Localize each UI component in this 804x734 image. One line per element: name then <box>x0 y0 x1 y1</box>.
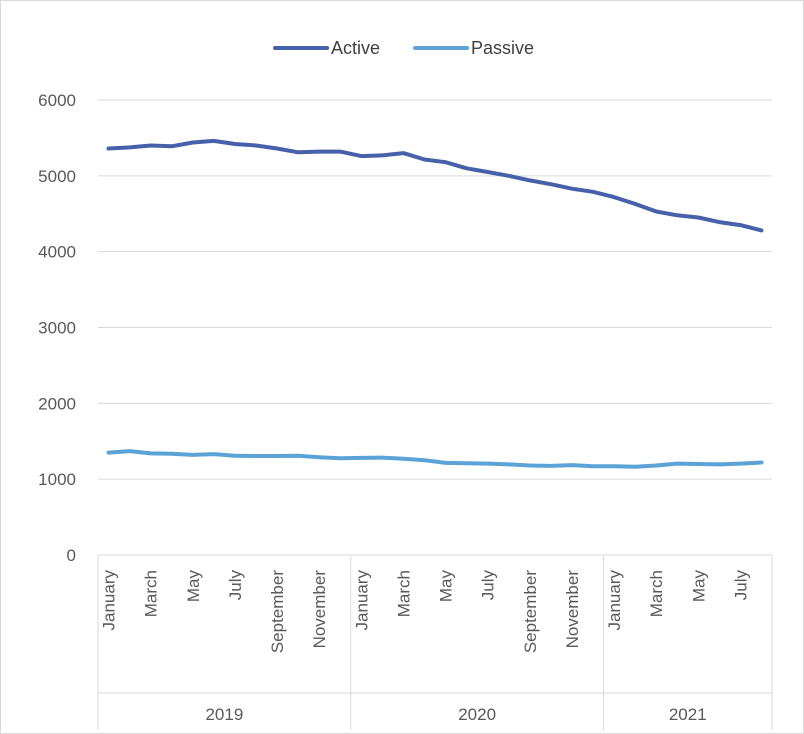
x-tick-label: May <box>184 570 203 603</box>
x-tick-label: January <box>605 570 624 631</box>
gridlines <box>98 99 772 480</box>
axes <box>97 554 773 730</box>
x-tick-label: January <box>352 570 371 631</box>
year-label: 2019 <box>205 705 243 724</box>
legend: Active Passive <box>273 38 534 58</box>
x-tick-label: July <box>731 570 750 601</box>
y-tick-label: 6000 <box>38 91 76 110</box>
x-tick-label: September <box>521 570 540 653</box>
series-line-active <box>106 138 764 233</box>
y-tick-label: 4000 <box>38 243 76 262</box>
x-tick-label: November <box>310 570 329 649</box>
x-tick-label: September <box>268 570 287 653</box>
y-tick-label: 1000 <box>38 470 76 489</box>
series-lines <box>106 138 764 469</box>
x-tick-label: January <box>100 570 119 631</box>
x-tick-label: July <box>479 570 498 601</box>
legend-label-active: Active <box>331 38 380 58</box>
x-tick-label: November <box>563 570 582 649</box>
year-label: 2021 <box>669 705 707 724</box>
x-tick-label: March <box>394 570 413 617</box>
x-tick-labels: January March May July September November Janu… <box>100 570 751 654</box>
x-tick-label: March <box>142 570 161 617</box>
y-tick-labels: 0 1000 2000 3000 4000 5000 6000 <box>38 91 76 565</box>
y-tick-label: 2000 <box>38 394 76 413</box>
x-tick-label: July <box>226 570 245 601</box>
x-tick-label: March <box>647 570 666 617</box>
x-tick-label: May <box>437 570 456 603</box>
y-tick-label: 0 <box>67 546 76 565</box>
legend-label-passive: Passive <box>471 38 534 58</box>
x-tick-label: May <box>689 570 708 603</box>
year-label: 2020 <box>458 705 496 724</box>
series-line-passive <box>106 449 764 469</box>
y-tick-label: 3000 <box>38 319 76 338</box>
y-tick-label: 5000 <box>38 167 76 186</box>
year-labels: 2019 2020 2021 <box>205 705 706 724</box>
